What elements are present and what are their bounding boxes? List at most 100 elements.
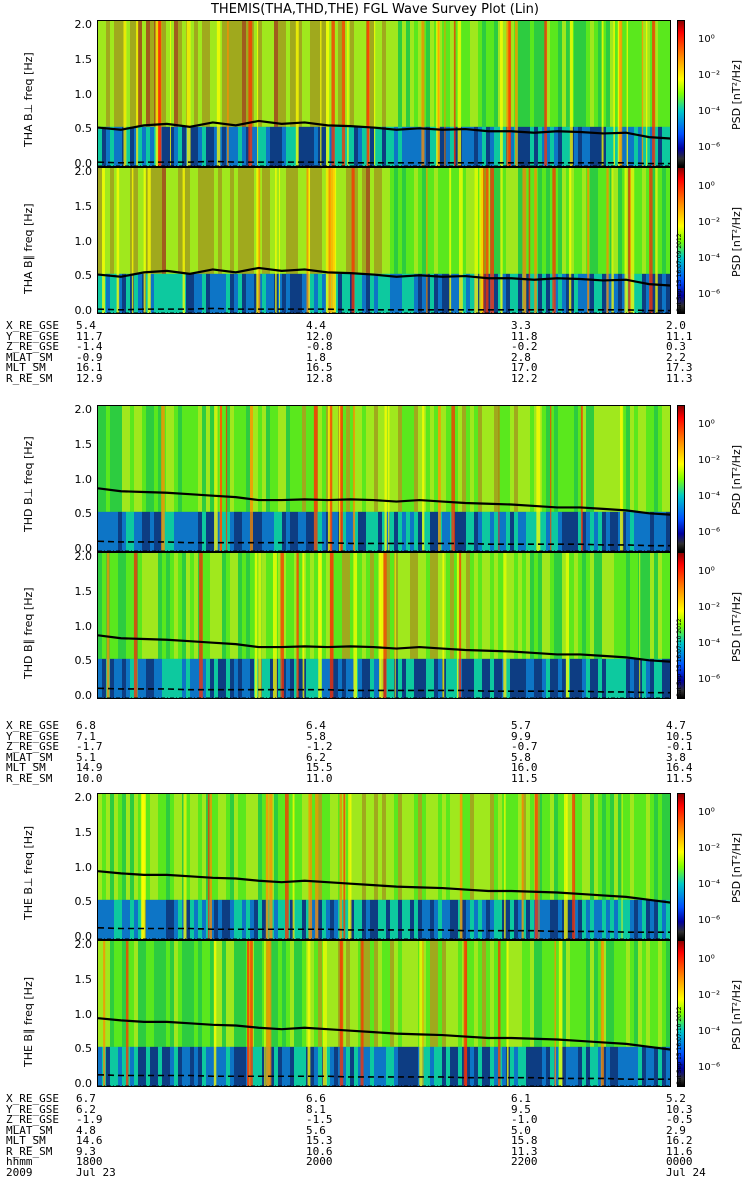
gyrofrequency-line [98, 119, 670, 140]
spectrogram-panel [97, 167, 671, 314]
gyrofrequency-line [98, 266, 670, 287]
ephemeris-value: 5.4 [76, 319, 96, 332]
ephemeris-value: 11.3 [511, 1144, 538, 1158]
ephemeris-value: 17.3 [666, 361, 693, 374]
colorbar-tick-label: 10⁻⁴ [698, 638, 721, 649]
ephemeris-value: 17.0 [511, 361, 538, 374]
ephemeris-label: R_RE_SM [6, 371, 53, 385]
ephemeris-value: 11.5 [666, 771, 693, 785]
ephemeris-value: -0.9 [76, 350, 103, 364]
ephemeris-value: 2000 [306, 1155, 333, 1168]
dashed-frequency-line [98, 687, 670, 694]
colorbar-label: PSD [nT²/Hz] [730, 444, 743, 515]
y-tick-label: 0.0 [74, 930, 93, 943]
ephemeris-row: MLT_SM 14.9 15.5 16.0 16.4 [6, 761, 693, 774]
ephemeris-value: 5.0 [511, 1123, 531, 1137]
ephemeris-value: -1.0 [511, 1113, 538, 1126]
spectrogram-panel [97, 940, 671, 1087]
dashed-frequency-line [98, 540, 670, 547]
ephemeris-row: X_RE_GSE 5.4 4.4 3.3 2.0 [6, 319, 686, 332]
gyrofrequency-line [98, 870, 670, 904]
colorbar-tick-label: 10⁻² [698, 990, 721, 1001]
ephemeris-value: 14.6 [76, 1134, 103, 1147]
ephemeris-label: MLT_SM [6, 361, 46, 374]
colorbar-tick-label: 10⁰ [698, 954, 715, 965]
ephemeris-row: MLAT_SM 5.1 6.2 5.8 3.8 [6, 750, 686, 764]
colorbar [677, 552, 685, 699]
y-axis-label: THD B⊥ freq [Hz] [22, 436, 35, 532]
colorbar-tick-label: 10⁻⁶ [698, 142, 721, 153]
y-tick-label: 1.5 [74, 52, 93, 66]
ephemeris-value: 3.3 [511, 319, 531, 332]
colorbar-label: PSD [nT²/Hz] [730, 832, 743, 903]
ephemeris-value: -0.5 [666, 1113, 693, 1126]
ephemeris-value: -0.7 [511, 740, 538, 753]
y-tick-label: 0.0 [74, 689, 93, 702]
ephemeris-value: Jul 23 [76, 1165, 116, 1179]
y-tick-label: 1.0 [74, 472, 93, 486]
ephemeris-label: 2009 [6, 1165, 33, 1179]
spectrogram-panel [97, 793, 671, 940]
y-tick-label: 2.0 [74, 791, 93, 804]
y-tick-label: 0.5 [74, 507, 93, 521]
gyrofrequency-line [98, 487, 670, 516]
ephemeris-value: Jul 24 [666, 1165, 706, 1179]
colorbar-tick-label: 10⁻⁶ [698, 289, 721, 300]
y-tick-label: 0.0 [74, 1077, 93, 1090]
ephemeris-table: X_RE_GSE 5.4 4.4 3.3 2.0 Y_RE_GSE 11.7 12.0 11.8… [6, 319, 693, 385]
colorbar-tick-label: 10⁻⁴ [698, 879, 721, 890]
ephemeris-row: Y_RE_GSE 6.2 8.1 9.5 10.3 [6, 1102, 693, 1116]
ephemeris-value: 15.3 [306, 1134, 333, 1147]
ephemeris-row: Z_RE_GSE -1.4 -0.8 -0.2 0.3 [6, 340, 686, 353]
colorbar-label: PSD [nT²/Hz] [730, 591, 743, 662]
colorbar-tick-label: 10⁻⁴ [698, 1026, 721, 1037]
colorbar-tick-label: 10⁻⁴ [698, 253, 721, 264]
ephemeris-value: 10.0 [76, 771, 103, 785]
ephemeris-row: MLT_SM 14.6 15.3 15.8 16.2 [6, 1134, 693, 1147]
ephemeris-value: 4.8 [76, 1123, 96, 1137]
ephemeris-value: -0.2 [511, 340, 538, 353]
ephemeris-label: X_RE_GSE [6, 719, 59, 732]
ephemeris-row: Y_RE_GSE 11.7 12.0 11.8 11.1 [6, 331, 693, 343]
ephemeris-row: 2009 Jul 23 Jul 24 [6, 1165, 706, 1179]
ephemeris-value: 5.7 [511, 719, 531, 732]
colorbar [677, 20, 685, 167]
ephemeris-value: 8.1 [306, 1102, 326, 1116]
ephemeris-value: 6.2 [306, 750, 326, 764]
ephemeris-value: 11.5 [511, 771, 538, 785]
ephemeris-value: 2200 [511, 1155, 538, 1168]
y-axis-label: THE B⊥ freq [Hz] [22, 825, 35, 920]
ephemeris-row: Z_RE_GSE -1.7 -1.2 -0.7 -0.1 [6, 740, 693, 753]
ephemeris-row: MLT_SM 16.1 16.5 17.0 17.3 [6, 361, 693, 374]
ephemeris-value: 2.0 [666, 319, 686, 332]
ephemeris-value: 16.4 [666, 761, 693, 774]
colorbar-label: PSD [nT²/Hz] [730, 206, 743, 277]
gyrofrequency-line [98, 634, 670, 663]
ephemeris-value: -0.1 [666, 740, 693, 753]
ephemeris-label: X_RE_GSE [6, 1092, 59, 1105]
ephemeris-value: 2.9 [666, 1123, 686, 1137]
ephemeris-value: 14.9 [76, 761, 103, 774]
y-axis-label: THA B⊥ freq [Hz] [22, 52, 35, 147]
ephemeris-value: 11.6 [666, 1144, 693, 1158]
ephemeris-value: 9.5 [511, 1102, 531, 1116]
ephemeris-label: MLAT_SM [6, 350, 53, 364]
y-axis-label: THA B∥ freq [Hz] [22, 203, 35, 294]
dashed-frequency-line [98, 307, 670, 312]
spectrogram-panel [97, 405, 671, 552]
y-tick-label: 1.5 [74, 199, 93, 213]
ephemeris-label: Z_RE_GSE [6, 340, 59, 353]
colorbar [677, 793, 685, 940]
ephemeris-value: 12.8 [306, 371, 333, 385]
y-tick-label: 2.0 [74, 165, 93, 178]
ephemeris-row: MLAT_SM -0.9 1.8 2.8 2.2 [6, 350, 686, 364]
y-tick-label: 1.5 [74, 437, 93, 451]
ephemeris-value: 11.1 [666, 329, 693, 343]
spectrogram-panel [97, 20, 671, 167]
dashed-frequency-line [98, 926, 670, 933]
y-tick-label: 1.0 [74, 87, 93, 101]
colorbar-tick-label: 10⁻² [698, 602, 721, 613]
ephemeris-value: -1.5 [306, 1113, 333, 1126]
ephemeris-label: hhmm [6, 1155, 33, 1168]
spectrogram-plot [98, 941, 670, 1086]
